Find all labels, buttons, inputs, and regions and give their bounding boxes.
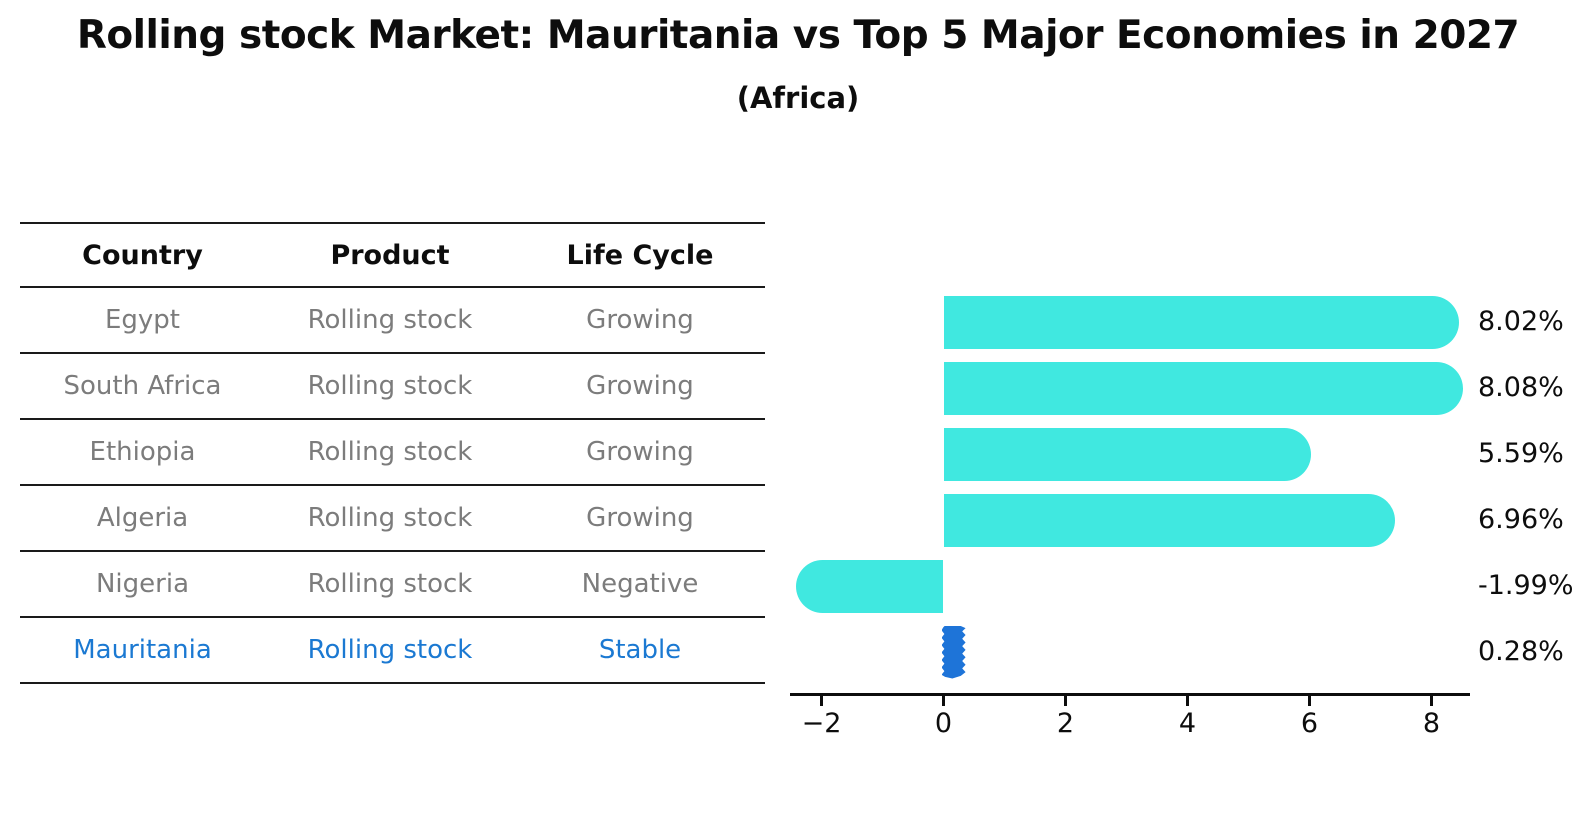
bar-algeria <box>943 493 1395 547</box>
x-tick-mark <box>1430 696 1433 706</box>
bar-value-label-mauritania: 0.28% <box>1478 636 1564 667</box>
x-tick-mark <box>1308 696 1311 706</box>
bar-value-label-south-africa: 8.08% <box>1478 372 1564 403</box>
table-row-egypt: Egypt Rolling stock Growing <box>20 287 765 353</box>
cell-product: Rolling stock <box>307 635 473 665</box>
cell-country: Nigeria <box>95 569 190 599</box>
cell-life-cycle: Growing <box>586 503 694 533</box>
cell-country: Egypt <box>104 305 181 335</box>
table-header-row: Country Product Life Cycle <box>20 223 765 287</box>
cell-product: Rolling stock <box>307 569 473 599</box>
cell-life-cycle: Growing <box>586 371 694 401</box>
bar-value-label-nigeria: -1.99% <box>1478 570 1574 601</box>
cell-country: South Africa <box>63 371 222 401</box>
x-tick-label: 0 <box>934 708 953 739</box>
cell-life-cycle: Growing <box>586 305 694 335</box>
bar-value-label-egypt: 8.02% <box>1478 306 1564 337</box>
country-data-table: Country Product Life Cycle Egypt Rolling… <box>20 222 765 684</box>
bar-value-label-ethiopia: 5.59% <box>1478 438 1564 469</box>
table-row-mauritania: Mauritania Rolling stock Stable <box>20 617 765 683</box>
x-axis-line <box>790 693 1470 696</box>
cell-product: Rolling stock <box>307 437 473 467</box>
table-row-nigeria: Nigeria Rolling stock Negative <box>20 551 765 617</box>
bar-south-africa <box>943 361 1463 415</box>
table-row-south-africa: South Africa Rolling stock Growing <box>20 353 765 419</box>
column-header-country: Country <box>82 239 203 271</box>
table-row-algeria: Algeria Rolling stock Growing <box>20 485 765 551</box>
cell-life-cycle: Growing <box>586 437 694 467</box>
x-tick-label: 4 <box>1178 708 1197 739</box>
x-tick-mark <box>1064 696 1067 706</box>
bar-mauritania-highlight <box>941 625 966 679</box>
cell-life-cycle: Negative <box>581 569 699 599</box>
x-tick-label: −2 <box>801 708 842 739</box>
chart-subtitle: (Africa) <box>736 81 860 115</box>
x-tick-label: 6 <box>1300 708 1319 739</box>
chart-title: Rolling stock Market: Mauritania vs Top … <box>76 13 1520 58</box>
cell-country: Ethiopia <box>89 437 196 467</box>
cell-country: Mauritania <box>73 635 212 665</box>
cell-product: Rolling stock <box>307 503 473 533</box>
column-header-life-cycle: Life Cycle <box>566 239 714 271</box>
bar-ethiopia <box>943 427 1311 481</box>
x-tick-mark <box>942 696 945 706</box>
cell-product: Rolling stock <box>307 371 473 401</box>
bar-nigeria <box>795 559 944 613</box>
column-header-product: Product <box>330 239 450 271</box>
x-tick-mark <box>1186 696 1189 706</box>
x-tick-label: 2 <box>1056 708 1075 739</box>
bar-value-label-algeria: 6.96% <box>1478 504 1564 535</box>
x-tick-mark <box>820 696 823 706</box>
table-row-ethiopia: Ethiopia Rolling stock Growing <box>20 419 765 485</box>
bar-egypt <box>943 295 1460 349</box>
cell-product: Rolling stock <box>307 305 473 335</box>
cell-country: Algeria <box>96 503 189 533</box>
x-tick-label: 8 <box>1422 708 1441 739</box>
cell-life-cycle: Stable <box>598 635 682 665</box>
